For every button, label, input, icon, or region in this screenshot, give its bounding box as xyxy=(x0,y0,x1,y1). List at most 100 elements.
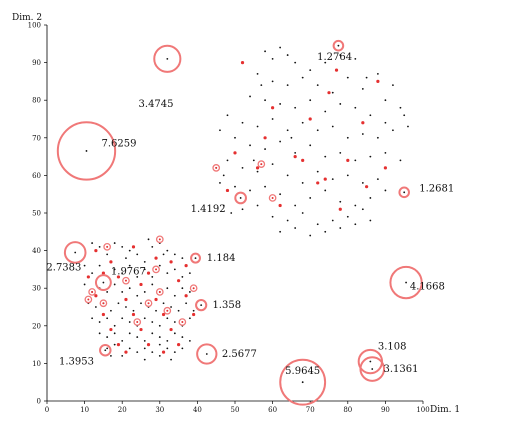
data-point xyxy=(125,306,127,308)
ring-point xyxy=(268,194,277,202)
annotated-point: 2.5677 xyxy=(196,343,257,365)
highlight-point xyxy=(255,166,260,170)
data-point xyxy=(369,219,372,222)
data-point xyxy=(158,336,161,338)
data-point xyxy=(294,204,297,207)
highlight-point xyxy=(177,343,181,347)
data-point xyxy=(117,302,120,305)
highlight-point xyxy=(361,121,365,125)
ring-point xyxy=(88,288,96,296)
annotation-label: 2.5677 xyxy=(222,349,257,360)
data-point xyxy=(294,151,297,154)
data-point xyxy=(125,257,127,260)
data-point xyxy=(324,155,327,158)
data-point xyxy=(128,287,131,290)
size-circle xyxy=(63,241,87,264)
data-point xyxy=(324,189,327,192)
data-point xyxy=(151,332,154,335)
data-point xyxy=(140,302,142,305)
data-point xyxy=(121,339,124,342)
data-point xyxy=(173,268,176,271)
data-point xyxy=(143,268,146,271)
data-point xyxy=(222,204,225,207)
annotation-label: 2.7383 xyxy=(46,263,81,274)
data-point xyxy=(339,54,342,56)
data-point xyxy=(91,272,94,275)
data-point xyxy=(94,306,97,308)
data-point xyxy=(339,227,342,229)
annotated-point: 3.4745 xyxy=(139,44,182,110)
y-tick-label: 20 xyxy=(32,322,41,330)
data-point xyxy=(376,136,379,139)
ring-point-circle xyxy=(155,288,164,296)
data-point xyxy=(407,125,409,128)
annotation-label: 1.184 xyxy=(207,253,236,264)
annotation-label: 7.6259 xyxy=(102,138,137,149)
data-point xyxy=(166,287,169,290)
ring-point xyxy=(155,235,164,244)
data-point xyxy=(173,253,176,256)
highlight-point xyxy=(146,343,151,347)
ring-point-dot xyxy=(158,238,161,241)
highlight-point xyxy=(308,117,312,121)
data-point xyxy=(151,276,154,278)
data-point xyxy=(241,121,244,124)
data-point xyxy=(264,148,266,150)
size-circle xyxy=(56,121,117,181)
data-point xyxy=(403,114,406,117)
ring-point-circle xyxy=(144,299,153,308)
data-point xyxy=(128,264,131,267)
annotated-point: 1.4192 xyxy=(191,191,247,215)
highlight-point xyxy=(146,271,151,275)
data-point xyxy=(271,57,274,60)
highlight-point xyxy=(346,158,350,162)
highlight-point xyxy=(124,297,128,302)
data-point xyxy=(256,170,259,173)
ring-point-circle xyxy=(152,265,160,274)
data-point xyxy=(256,204,259,207)
highlight-point xyxy=(383,166,387,170)
size-circle xyxy=(196,343,218,365)
annotated-point: 1.2681 xyxy=(398,184,454,199)
ring-point-dot xyxy=(158,290,161,293)
data-point xyxy=(113,283,116,286)
annotated-point-marker xyxy=(205,353,208,355)
ring-point xyxy=(99,299,108,308)
annotated-point-marker xyxy=(102,281,105,284)
ring-point xyxy=(133,318,142,326)
data-point xyxy=(354,159,357,162)
data-point xyxy=(136,351,139,354)
data-point xyxy=(143,317,146,320)
data-point xyxy=(219,182,221,184)
x-tick-label: 100 xyxy=(416,406,429,414)
x-tick-label: 80 xyxy=(343,406,352,414)
data-point xyxy=(151,283,154,286)
data-point xyxy=(143,291,146,293)
data-point xyxy=(151,245,154,248)
data-point xyxy=(181,276,184,278)
ring-point-circle xyxy=(133,318,142,326)
highlight-point xyxy=(278,203,282,208)
y-tick-label: 30 xyxy=(32,285,41,293)
data-point xyxy=(331,178,334,181)
data-point xyxy=(346,174,349,177)
ring-point xyxy=(84,295,93,304)
data-point xyxy=(249,95,251,98)
data-point xyxy=(181,287,184,290)
highlight-point xyxy=(139,327,143,332)
highlight-point xyxy=(184,264,188,268)
annotated-point-marker xyxy=(166,57,169,60)
data-point xyxy=(286,219,289,222)
data-point xyxy=(316,223,319,226)
ring-point xyxy=(152,265,160,274)
data-point xyxy=(113,268,116,271)
data-point xyxy=(301,182,304,184)
ring-point-circle xyxy=(88,288,96,296)
x-tick-label: 40 xyxy=(193,406,202,414)
data-point xyxy=(316,84,319,87)
data-point xyxy=(143,358,146,361)
y-tick-label: 70 xyxy=(32,134,41,142)
data-point xyxy=(143,339,146,342)
annotated-point-marker xyxy=(239,197,242,199)
annotated-points: 7.6259 3.4745 1.2764 1.2681 1.4192 2.7383 1.97… xyxy=(46,39,454,406)
